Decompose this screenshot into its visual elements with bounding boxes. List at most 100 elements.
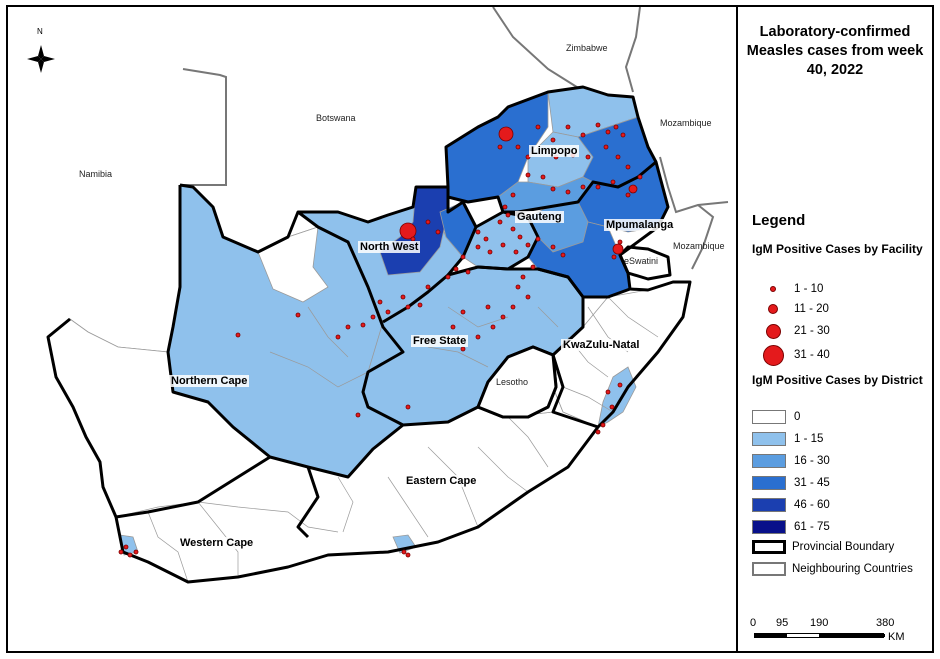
facility-dot bbox=[515, 144, 521, 150]
facility-dot bbox=[360, 322, 366, 328]
scale-tick-0: 0 bbox=[750, 617, 757, 629]
district-class-4: 31 - 45 bbox=[752, 475, 830, 491]
district-class-label: 0 bbox=[794, 411, 801, 423]
facility-dot bbox=[405, 404, 411, 410]
neighbouring-countries-swatch bbox=[752, 562, 786, 576]
legend-heading: Legend bbox=[752, 212, 806, 229]
district-legend-heading: IgM Positive Cases by District bbox=[752, 373, 923, 387]
facility-dot bbox=[475, 334, 481, 340]
district-class-swatch bbox=[752, 454, 786, 468]
facility-dot bbox=[637, 174, 643, 180]
scale-tick-190: 190 bbox=[810, 617, 829, 629]
facility-dot bbox=[485, 304, 491, 310]
facility-dot bbox=[377, 299, 383, 305]
scale-unit: KM bbox=[888, 631, 905, 643]
facility-dot bbox=[497, 144, 503, 150]
facility-dot bbox=[450, 324, 456, 330]
district-kzn-east bbox=[597, 366, 637, 428]
facility-dot bbox=[612, 243, 624, 255]
country-label-zimbabwe: Zimbabwe bbox=[566, 43, 608, 53]
facility-dot bbox=[133, 549, 139, 555]
scale-tick-380: 380 bbox=[876, 617, 895, 629]
mpumalanga-border bbox=[537, 267, 631, 299]
district-class-1: 0 bbox=[752, 409, 800, 425]
province-label-limpopo: Limpopo bbox=[529, 145, 580, 157]
wc-ec-border bbox=[296, 466, 320, 539]
facility-dot bbox=[425, 219, 431, 225]
scale-tick-95: 95 bbox=[776, 617, 789, 629]
province-label-free-state: Free State bbox=[411, 335, 469, 347]
district-class-swatch bbox=[752, 476, 786, 490]
facility-dot bbox=[417, 302, 423, 308]
district-class-2: 1 - 15 bbox=[752, 431, 823, 447]
facility-dot bbox=[610, 179, 616, 185]
facility-dot bbox=[335, 334, 341, 340]
facility-dot bbox=[513, 249, 519, 255]
facility-dot bbox=[345, 324, 351, 330]
facility-class-label-3: 21 - 30 bbox=[794, 325, 830, 337]
limpopo-south-border bbox=[447, 160, 657, 214]
district-class-swatch bbox=[752, 520, 786, 534]
province-label-eastern-cape: Eastern Cape bbox=[404, 475, 479, 487]
provincial-boundary-label: Provincial Boundary bbox=[792, 541, 895, 553]
map-panel: N Zimbabwe Botswana Namibia Mozambique M… bbox=[6, 5, 738, 653]
facility-class-3: 21 - 30 bbox=[752, 323, 830, 339]
country-label-lesotho: Lesotho bbox=[496, 377, 529, 387]
neighbouring-countries-legend: Neighbouring Countries bbox=[752, 561, 913, 577]
facility-dot bbox=[605, 129, 611, 135]
province-label-gauteng: Gauteng bbox=[515, 211, 564, 223]
facility-class-4: 31 - 40 bbox=[752, 344, 830, 366]
facility-dot bbox=[540, 174, 546, 180]
facility-dot-icon-large bbox=[765, 323, 781, 339]
province-label-western-cape: Western Cape bbox=[178, 537, 256, 549]
north-west-gauteng-border bbox=[446, 187, 478, 276]
facility-dot bbox=[550, 137, 556, 143]
mozambique-south-border bbox=[659, 156, 729, 214]
facility-dot bbox=[585, 154, 591, 160]
facility-dot bbox=[460, 309, 466, 315]
district-class-swatch bbox=[752, 432, 786, 446]
facility-dot bbox=[530, 264, 536, 270]
namibia-botswana-border bbox=[180, 68, 227, 186]
facility-dot bbox=[401, 549, 407, 555]
facility-dot bbox=[487, 249, 493, 255]
district-class-label: 16 - 30 bbox=[794, 455, 830, 467]
district-class-6: 61 - 75 bbox=[752, 519, 830, 535]
facility-dot bbox=[625, 192, 631, 198]
country-label-eswatini: eSwatini bbox=[624, 256, 659, 266]
facility-dot bbox=[500, 242, 506, 248]
facility-dot bbox=[510, 192, 516, 198]
facility-dot bbox=[609, 404, 615, 410]
facility-dot bbox=[520, 274, 526, 280]
country-label-mozambique-south: Mozambique bbox=[673, 241, 725, 251]
facility-dot-icon-small bbox=[770, 286, 776, 292]
district-class-3: 16 - 30 bbox=[752, 453, 830, 469]
facility-dot bbox=[483, 236, 489, 242]
kzn-ec-border bbox=[551, 354, 599, 429]
facility-class-1: 1 - 10 bbox=[752, 281, 823, 297]
province-label-mpumalanga: Mpumalanga bbox=[604, 219, 676, 231]
district-fills bbox=[47, 86, 691, 583]
facility-dot bbox=[465, 269, 471, 275]
facility-dot bbox=[525, 172, 531, 178]
facility-dot bbox=[535, 236, 541, 242]
facility-class-label-4: 31 - 40 bbox=[794, 349, 830, 361]
district-class-5: 46 - 60 bbox=[752, 497, 830, 513]
facility-dot bbox=[617, 382, 623, 388]
facility-dot bbox=[490, 324, 496, 330]
district-class-swatch bbox=[752, 498, 786, 512]
provincial-boundary-legend: Provincial Boundary bbox=[752, 539, 894, 555]
facility-dot bbox=[435, 229, 441, 235]
facility-dot bbox=[355, 412, 361, 418]
facility-dots bbox=[118, 122, 643, 558]
facility-dot bbox=[497, 219, 503, 225]
district-nc-white-1 bbox=[257, 226, 329, 303]
facility-dot bbox=[617, 239, 623, 245]
facility-dot bbox=[502, 204, 508, 210]
facility-dot bbox=[595, 184, 601, 190]
facility-dot bbox=[580, 184, 586, 190]
nc-province-border bbox=[166, 185, 405, 479]
facility-dot bbox=[235, 332, 241, 338]
facility-dot bbox=[565, 124, 571, 130]
country-label-mozambique-north: Mozambique bbox=[660, 118, 712, 128]
